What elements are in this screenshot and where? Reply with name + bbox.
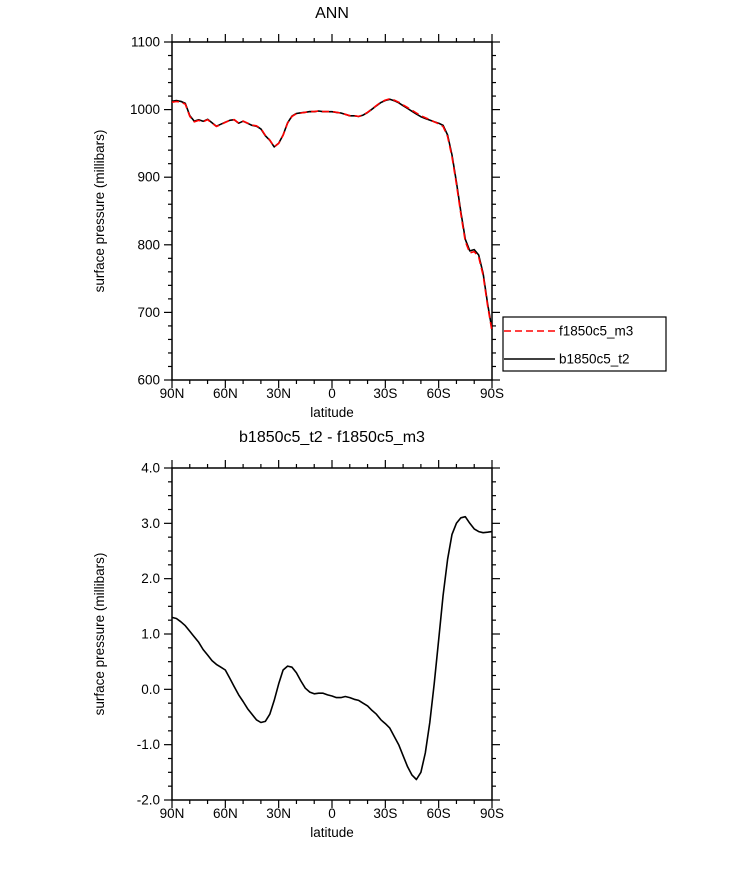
y-tick-label: 3.0 <box>141 516 160 531</box>
y-tick-label: -1.0 <box>137 737 160 752</box>
x-tick-label: 60N <box>213 386 238 401</box>
legend: f1850c5_m3 b1850c5_t2 <box>502 316 667 372</box>
chart1-x-axis-label: latitude <box>310 405 354 420</box>
y-tick-label: 2.0 <box>141 571 160 586</box>
x-tick-label: 30S <box>373 386 397 401</box>
legend-box <box>502 316 667 372</box>
chart1-title: ANN <box>315 5 349 22</box>
x-tick-label: 90S <box>480 386 504 401</box>
y-tick-label: 1.0 <box>141 627 160 642</box>
y-tick-label: 4.0 <box>141 461 160 476</box>
legend-label: b1850c5_t2 <box>559 352 630 367</box>
legend-label: f1850c5_m3 <box>559 324 633 339</box>
x-tick-label: 0 <box>328 806 336 821</box>
data-line-b1850c5_t2 - f1850c5_m3 <box>171 515 493 781</box>
x-tick-label: 60S <box>427 386 451 401</box>
chart-2: 90N 60N 30N 0 30S 60S 90S -2.0 -1.0 0.0 1.0 2.0 3.0 4… <box>137 460 504 821</box>
y-tick-label: -2.0 <box>137 793 160 808</box>
data-line-f1850c5_m3 <box>171 98 493 332</box>
x-tick-label: 90N <box>160 386 185 401</box>
chart2-y-axis-label: surface pressure (millibars) <box>91 552 107 716</box>
y-tick-label: 700 <box>137 305 160 320</box>
x-tick-label: 30S <box>373 806 397 821</box>
x-tick-label: 60N <box>213 806 238 821</box>
x-tick-label: 0 <box>328 386 336 401</box>
plot-frame <box>171 467 493 801</box>
chart2-title: b1850c5_t2 - f1850c5_m3 <box>239 429 425 446</box>
y-tick-label: 800 <box>137 237 160 252</box>
chart2-x-axis-label: latitude <box>310 825 354 840</box>
y-tick-label: 0.0 <box>141 682 160 697</box>
x-tick-label: 90S <box>480 806 504 821</box>
chart-1: 90N 60N 30N 0 30S 60S 90S 600 700 800 900 1000 1100 <box>130 34 504 401</box>
plot-frame <box>171 41 493 381</box>
data-line-b1850c5_t2 <box>171 98 493 330</box>
x-tick-label: 90N <box>160 806 185 821</box>
y-tick-label: 1000 <box>130 102 160 117</box>
x-tick-label: 30N <box>266 386 291 401</box>
x-tick-label: 60S <box>427 806 451 821</box>
y-tick-label: 1100 <box>131 35 160 50</box>
y-tick-label: 900 <box>137 170 160 185</box>
chart1-y-axis-label: surface pressure (millibars) <box>91 129 107 293</box>
x-tick-label: 30N <box>266 806 291 821</box>
y-tick-label: 600 <box>137 373 160 388</box>
